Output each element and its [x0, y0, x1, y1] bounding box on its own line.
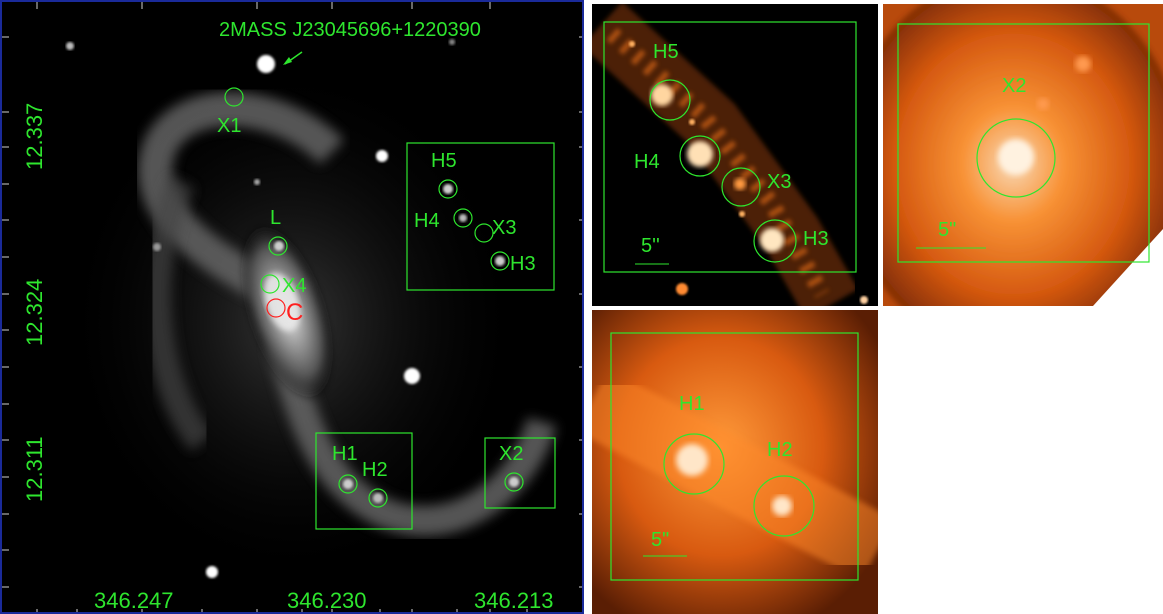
zoom-x2-frame: [897, 23, 1150, 263]
blank-corner: [1093, 229, 1163, 306]
dec-tick-2: 12.324: [22, 279, 47, 346]
star-label: 2MASS J23045696+1220390: [219, 19, 481, 41]
marker-h3: [490, 251, 510, 271]
galaxy-svg: 2MASS J23045696+1220390 X1 L X4 C H5 H4 …: [2, 2, 582, 613]
scale-label-bottom: 5": [651, 529, 669, 551]
zoom-panel-h-top: H5 H4 X3 H3 5'': [592, 4, 878, 306]
zoom-panel-x2: X2 5": [883, 4, 1163, 306]
marker-h2: [368, 488, 388, 508]
zoom-bottom-frame: [610, 332, 859, 581]
marker-x1: [224, 87, 244, 107]
label-h4-zoom: H4: [634, 151, 660, 173]
zoom-x2-svg: X2 5": [883, 4, 1163, 306]
marker-x2-zoom: [976, 118, 1056, 198]
label-h3: H3: [510, 253, 536, 275]
marker-h5-zoom: [649, 79, 691, 121]
marker-x4: [260, 274, 280, 294]
label-x4: X4: [282, 275, 306, 297]
label-x3-zoom: X3: [767, 171, 791, 193]
label-x2-zoom: X2: [1002, 75, 1026, 97]
zoom-top-svg: H5 H4 X3 H3 5'': [592, 4, 868, 306]
axis-ticks: [2, 2, 582, 612]
marker-center: [266, 298, 286, 318]
zoom-box-h1h2: [315, 432, 413, 530]
label-h1-zoom: H1: [679, 393, 705, 415]
marker-x3-zoom: [721, 167, 761, 207]
zoom-bottom-svg: H1 H2 5": [592, 310, 878, 614]
marker-x3: [474, 223, 494, 243]
ra-tick-3: 346.213: [474, 588, 554, 613]
label-h5-zoom: H5: [653, 41, 679, 63]
label-x3: X3: [492, 217, 516, 239]
zoom-box-h: [406, 142, 555, 291]
marker-h4: [453, 208, 473, 228]
zoom-panel-h-bottom: H1 H2 5": [592, 310, 878, 614]
marker-h3-zoom: [753, 219, 797, 263]
marker-l: [268, 236, 288, 256]
galaxy-image-main: 2MASS J23045696+1220390 X1 L X4 C H5 H4 …: [0, 0, 584, 614]
dec-tick-1: 12.337: [22, 103, 47, 170]
zoom-box-x2: [484, 437, 556, 509]
marker-h4-zoom: [679, 135, 721, 177]
label-x2: X2: [499, 443, 523, 465]
marker-x2: [504, 472, 524, 492]
marker-h2-zoom: [753, 475, 815, 537]
label-h5: H5: [431, 150, 457, 172]
marker-h1-zoom: [663, 433, 725, 495]
label-h2: H2: [362, 459, 388, 481]
label-l: L: [270, 207, 281, 229]
ra-tick-2: 346.230: [287, 588, 367, 613]
marker-h1: [338, 474, 358, 494]
arrow-head-icon: [283, 57, 292, 65]
label-center: C: [286, 299, 303, 326]
zoom-top-frame: [603, 21, 857, 273]
marker-h5: [438, 179, 458, 199]
ra-tick-1: 346.247: [94, 588, 174, 613]
scale-label-x2: 5": [938, 219, 956, 241]
label-h2-zoom: H2: [767, 439, 793, 461]
dec-tick-3: 12.311: [22, 436, 47, 502]
label-x1: X1: [217, 115, 241, 137]
label-h1: H1: [332, 443, 358, 465]
label-h3-zoom: H3: [803, 228, 829, 250]
scale-label-top: 5'': [641, 235, 660, 257]
label-h4: H4: [414, 210, 440, 232]
